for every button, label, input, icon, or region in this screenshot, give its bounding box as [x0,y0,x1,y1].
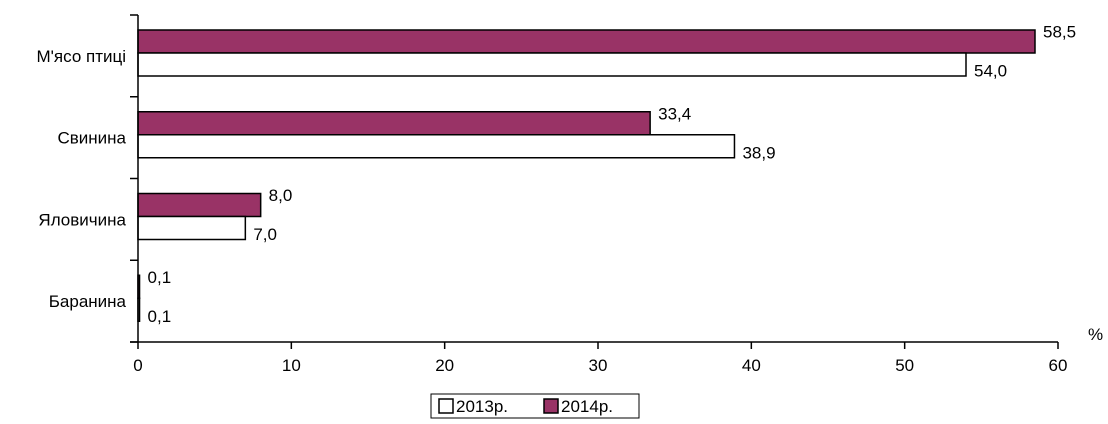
data-label: 0,1 [148,268,172,287]
legend-label: 2013р. [456,397,508,416]
bar-2014р.-2 [137,192,262,218]
x-tick-label: 60 [1049,356,1068,375]
category-label: М'ясо птиці [37,47,126,66]
category-label: Яловичина [38,210,126,229]
data-label: 54,0 [974,62,1007,81]
legend: 2013р. 2014р. [430,393,640,419]
x-axis-unit-label: % [1088,325,1103,344]
data-label: 7,0 [253,225,277,244]
axes-layer: 0 10 20 30 40 50 60% [130,14,1103,375]
data-label: 38,9 [742,143,775,162]
bar-2013р.-1 [137,134,736,159]
bar-2013р.-0 [137,52,967,77]
legend-label: 2014р. [561,397,613,416]
legend-swatch [543,398,559,414]
data-label: 33,4 [658,104,691,123]
legend-box [430,393,640,419]
legend-swatch [438,398,454,414]
x-tick-label: 10 [282,356,301,375]
labels-layer: 58,5 54,0 М'ясо птиці 33,4 38,9 Свинина 8,0 7,0… [37,23,1077,326]
x-tick-label: 20 [435,356,454,375]
data-label: 0,1 [148,307,172,326]
x-tick-label: 30 [589,356,608,375]
bar-2014р.-0 [137,29,1036,54]
category-label: Свинина [57,129,126,148]
bar-2013р.-2 [137,215,247,241]
x-tick-label: 0 [133,356,142,375]
bars-layer [137,29,1036,322]
data-label: 58,5 [1043,23,1076,42]
data-label: 8,0 [269,186,293,205]
x-tick-label: 40 [742,356,761,375]
bar-2014р.-1 [137,111,651,136]
category-label: Баранина [49,292,127,311]
x-tick-label: 50 [895,356,914,375]
